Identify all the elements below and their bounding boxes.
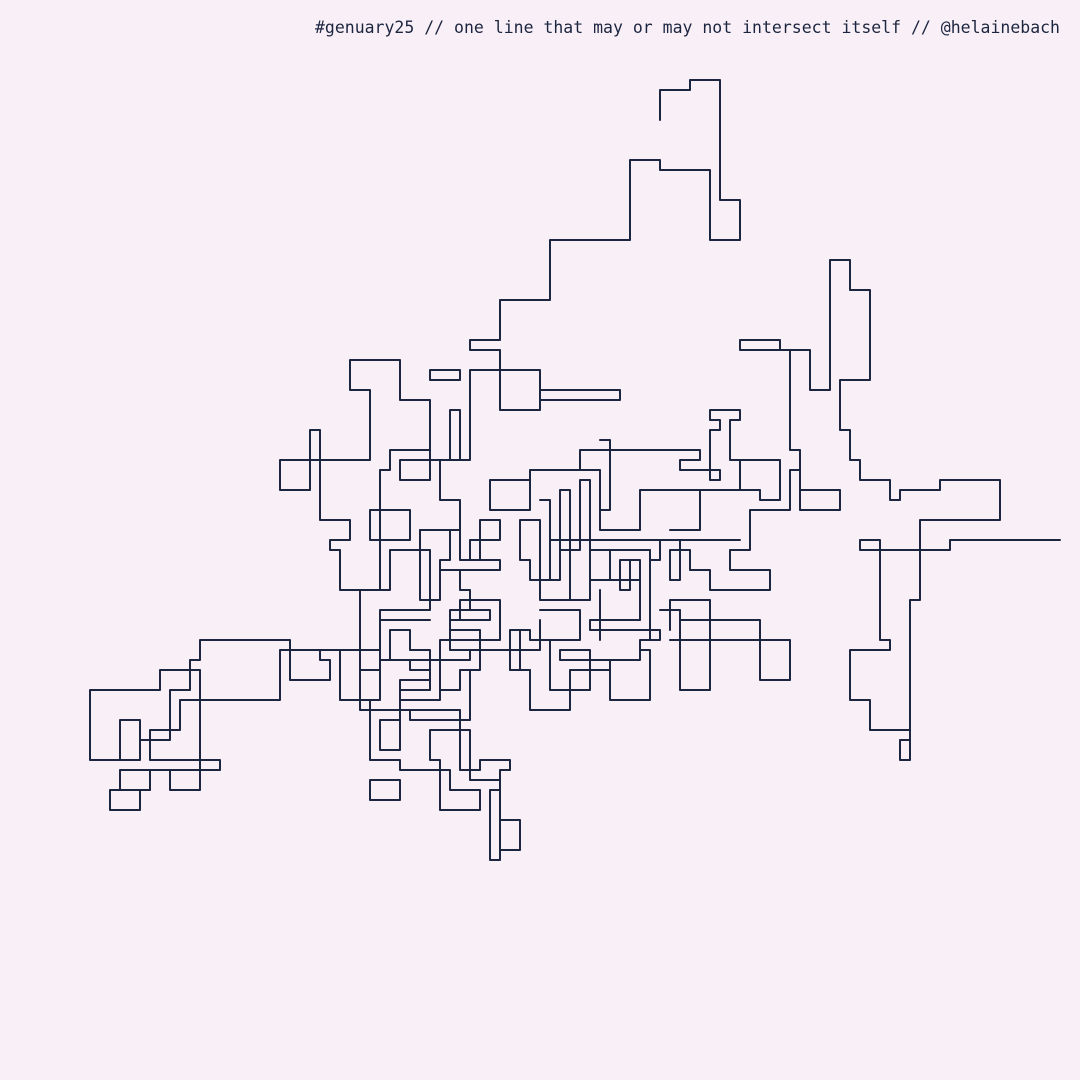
caption-text: #genuary25 // one line that may or may n…: [314, 18, 1060, 37]
continuous-line: [109, 79, 1061, 861]
line-overlap-segments: [89, 369, 791, 801]
